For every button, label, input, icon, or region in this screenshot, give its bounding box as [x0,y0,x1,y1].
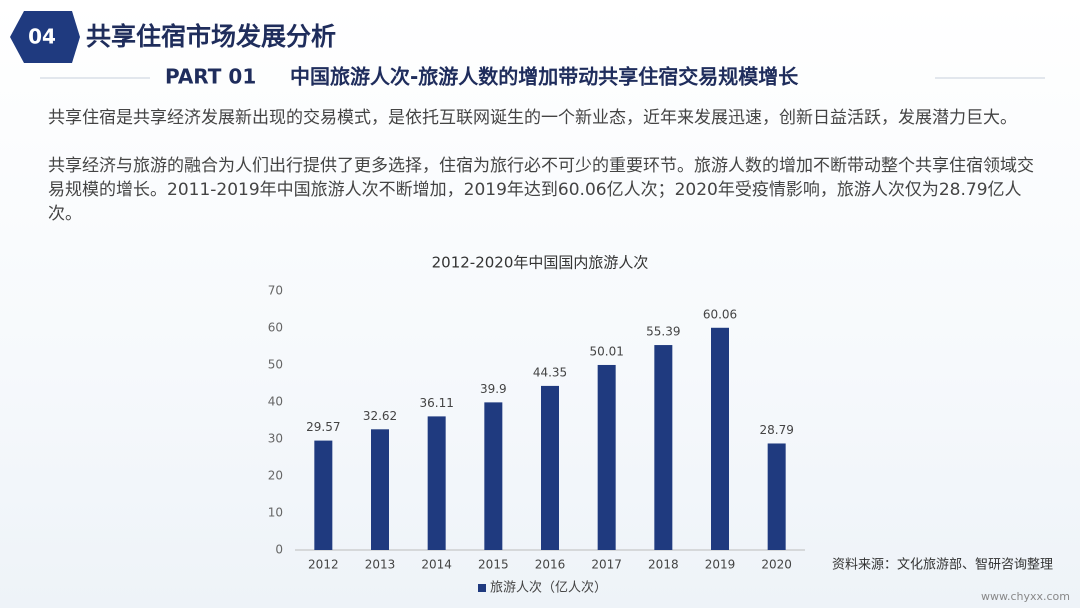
y-tick-label: 60 [268,321,283,335]
paragraph: 共享经济与旅游的融合为人们出行提供了更多选择，住宿为旅行必不可少的重要环节。旅游… [48,156,1034,224]
x-tick-label: 2013 [365,558,396,572]
paragraph: 共享住宿是共享经济发展新出现的交易模式，是依托互联网诞生的一个新业态，近年来发展… [48,108,1017,128]
x-tick-label: 2014 [421,558,452,572]
data-label: 44.35 [533,365,567,379]
bar [711,327,729,550]
source: 资料来源：文化旅游部、智研咨询整理 [832,558,1053,573]
bar [484,402,503,550]
x-tick-label: 2018 [648,558,679,572]
bar [767,443,786,550]
x-tick-label: 2015 [478,558,509,572]
bar [427,416,446,550]
data-label: 29.57 [306,420,340,434]
data-label: 55.39 [646,325,680,339]
y-tick-label: 50 [268,358,283,372]
bar [597,364,616,550]
data-label: 32.62 [363,409,397,423]
data-label: 28.79 [759,423,793,437]
bar [371,429,389,550]
data-label: 50.01 [589,344,623,358]
data-label: 39.9 [480,382,507,396]
y-tick-label: 70 [268,284,283,298]
x-tick-label: 2012 [308,558,339,572]
subtitle: 中国旅游人次-旅游人数的增加带动共享住宿交易规模增长 [290,65,799,89]
chart-title: 2012-2020年中国国内旅游人次 [432,254,649,272]
legend-swatch [478,584,486,592]
data-label: 60.06 [703,307,737,321]
x-tick-label: 2020 [761,558,792,572]
y-tick-label: 0 [275,543,283,557]
badge-shape [10,11,80,63]
slide-title: 共享住宿市场发展分析 [86,22,336,51]
y-tick-label: 30 [268,432,283,446]
bar [541,385,559,550]
watermark: www.chyxx.com [981,590,1070,603]
data-label: 36.11 [419,396,453,410]
bar [314,440,333,550]
y-tick-label: 40 [268,395,283,409]
x-tick-label: 2016 [535,558,566,572]
bar [654,345,673,550]
y-tick-label: 10 [268,506,283,520]
part-label: PART 01 [165,65,256,89]
badge: 04 [28,25,56,49]
x-tick-label: 2017 [591,558,622,572]
y-tick-label: 20 [268,469,283,483]
x-tick-label: 2019 [705,558,736,572]
legend-label: 旅游人次（亿人次） [490,580,607,596]
